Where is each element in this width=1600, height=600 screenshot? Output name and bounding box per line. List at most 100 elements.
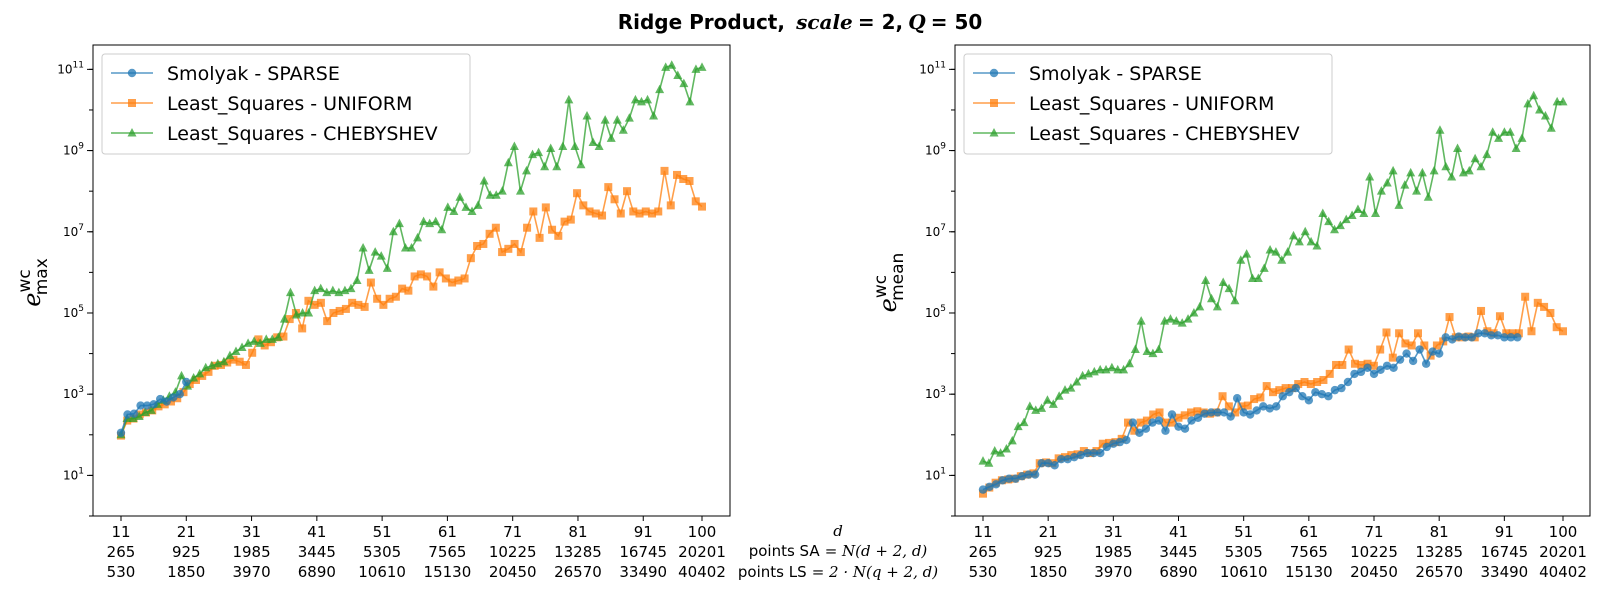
y-tick-exp: 9 <box>78 142 84 152</box>
data-point <box>1350 359 1359 368</box>
data-point <box>1174 413 1183 422</box>
x-tick-label-d: 100 <box>1549 523 1578 541</box>
data-point <box>382 263 392 272</box>
data-point <box>1511 143 1521 153</box>
x-tick-label-d: 51 <box>373 523 392 541</box>
data-point <box>1300 226 1310 236</box>
data-point <box>667 60 677 69</box>
x-tick-label-d: 11 <box>973 523 992 541</box>
data-point <box>473 200 483 209</box>
x-tick-label-ls: 1850 <box>167 563 205 581</box>
legend-marker <box>989 68 999 78</box>
data-point <box>1330 385 1340 395</box>
data-point <box>1493 331 1503 340</box>
data-point <box>1236 255 1246 264</box>
legend: Smolyak - SPARSE Least_Squares - UNIFORM L… <box>101 53 471 155</box>
data-point <box>679 78 689 88</box>
y-tick-exp: 5 <box>940 304 946 314</box>
data-point <box>1206 408 1216 417</box>
data-point <box>423 272 432 281</box>
data-point <box>394 218 404 228</box>
data-point <box>1482 149 1492 159</box>
data-point <box>546 143 556 153</box>
data-point <box>1428 347 1437 356</box>
data-point <box>373 294 382 303</box>
data-point <box>1285 387 1294 397</box>
data-point <box>329 308 338 317</box>
data-point <box>623 187 632 196</box>
x-tick-label-ls: 10610 <box>1220 563 1268 581</box>
y-tick-exp: 1 <box>78 466 84 476</box>
data-point <box>1001 444 1011 453</box>
data-point <box>1243 401 1252 410</box>
data-point <box>1206 293 1216 303</box>
x-tick-label-d: 21 <box>1039 523 1058 541</box>
data-point <box>1454 332 1463 341</box>
data-point <box>1467 333 1476 342</box>
data-point <box>454 276 463 285</box>
data-point <box>1289 230 1299 240</box>
data-point <box>479 239 488 248</box>
data-point <box>1533 298 1542 307</box>
data-point <box>1304 396 1314 405</box>
data-point <box>441 274 450 283</box>
chart-max: 1011031051071091011112655302192518503119… <box>15 44 731 581</box>
data-point <box>523 223 532 232</box>
data-point <box>1195 301 1205 311</box>
x-tick-label-d: 81 <box>1430 523 1449 541</box>
data-point <box>1281 384 1290 393</box>
data-point <box>335 306 344 315</box>
data-point <box>1247 273 1257 282</box>
data-point <box>1043 459 1053 468</box>
data-point <box>1324 216 1334 226</box>
y-tick-exp: 5 <box>78 304 84 314</box>
x-tick-label-d: 100 <box>688 523 717 541</box>
data-point <box>685 177 694 186</box>
data-point <box>491 223 500 232</box>
data-point <box>166 397 175 406</box>
data-point <box>1054 391 1064 400</box>
data-point <box>169 393 178 402</box>
data-point <box>485 229 494 238</box>
data-point <box>1024 470 1033 479</box>
data-point <box>1395 355 1405 364</box>
data-point <box>461 202 471 211</box>
data-point <box>1521 292 1530 301</box>
data-point <box>1130 426 1139 435</box>
legend-box <box>963 53 1333 155</box>
xlabel-ls-prefix: points LS <box>738 563 807 581</box>
data-point <box>1423 192 1433 201</box>
data-point <box>1535 104 1545 114</box>
data-point <box>1224 283 1234 293</box>
data-point <box>616 209 625 218</box>
data-point <box>655 84 665 94</box>
data-point <box>1406 167 1416 177</box>
xlabel-sa-prefix: points SA <box>749 542 821 560</box>
data-point <box>1180 424 1190 433</box>
data-point <box>1252 406 1261 415</box>
data-point <box>1429 165 1439 175</box>
data-point <box>388 226 398 236</box>
data-point <box>1124 358 1134 368</box>
y-axis-label: ewcmax <box>15 258 52 307</box>
data-point <box>162 397 171 406</box>
y-tick-base: 10 <box>63 306 78 320</box>
x-tick-label-sa: 10225 <box>1350 543 1398 561</box>
data-point <box>1477 306 1486 315</box>
data-point <box>455 192 465 201</box>
data-point <box>691 197 700 206</box>
data-point <box>1558 96 1568 106</box>
data-point <box>1417 167 1427 177</box>
data-point <box>1369 369 1379 379</box>
data-point <box>1389 363 1398 372</box>
data-point <box>352 275 362 284</box>
data-point <box>285 315 294 324</box>
data-point <box>1517 133 1527 142</box>
data-point <box>1030 470 1040 479</box>
y-axis-label: ewcmean <box>871 253 908 313</box>
data-point <box>1183 314 1193 323</box>
x-tick-label-ls: 40402 <box>1539 563 1587 581</box>
series-triangle <box>116 60 707 439</box>
data-point <box>1494 133 1504 142</box>
data-point <box>1171 316 1181 325</box>
